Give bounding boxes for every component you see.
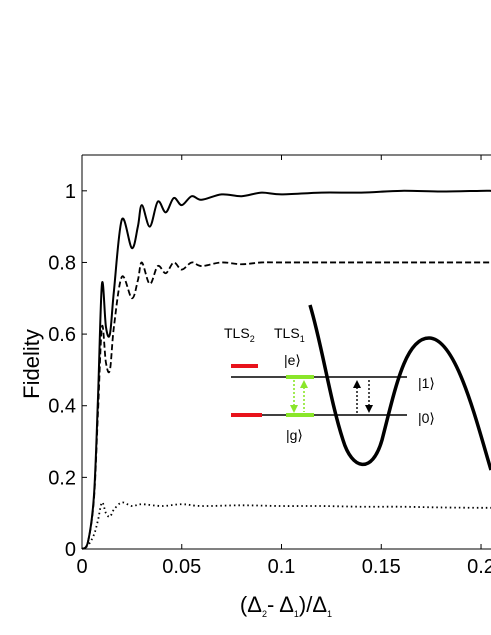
green-arrow-up-head <box>300 380 308 388</box>
x-tick-label: 0.1 <box>268 556 296 578</box>
series-line-solid <box>81 189 491 550</box>
series-line-dashed <box>81 261 491 550</box>
y-axis-label: Fidelity <box>19 329 44 399</box>
x-tick-label: 0.05 <box>162 556 201 578</box>
y-tick-label: 0.8 <box>48 252 76 274</box>
y-tick-label: 1 <box>65 181 76 203</box>
axis-ticks: 0 0.05 0.1 0.15 0.2 0 0.2 0.4 0.6 0.8 1 <box>48 155 491 578</box>
state-g-label: |g⟩ <box>286 427 303 443</box>
green-arrow-down-head <box>290 405 298 413</box>
y-tick-label: 0.6 <box>48 324 76 346</box>
tls1-label: TLS1 <box>274 325 305 344</box>
series-layer <box>81 189 491 550</box>
x-label-part-c: )/Δ <box>299 592 327 617</box>
x-label-sub-c: 1 <box>327 609 332 619</box>
state-e-label: |e⟩ <box>284 352 301 368</box>
x-tick-label: 0.15 <box>362 556 401 578</box>
state-0-label: |0⟩ <box>418 410 435 426</box>
plot-frame <box>81 154 491 550</box>
y-tick-label: 0 <box>65 539 76 561</box>
inset-diagram: TLS2 TLS1 |e⟩ |g⟩ |1⟩ |0⟩ <box>224 304 491 471</box>
x-label-sub-b: 1 <box>294 609 299 619</box>
potential-well-curve <box>308 304 491 471</box>
state-1-label: |1⟩ <box>418 375 435 391</box>
y-tick-label: 0.2 <box>48 467 76 489</box>
black-arrow-down-head <box>365 405 373 413</box>
black-arrow-up-head <box>353 380 361 388</box>
x-label-sub-a: 2 <box>262 609 267 619</box>
x-axis-label: (Δ2- Δ1)/Δ1 <box>240 592 332 619</box>
x-label-part-a: (Δ <box>240 592 262 617</box>
tls2-label: TLS2 <box>224 325 255 344</box>
y-tick-label: 0.4 <box>48 396 76 418</box>
x-tick-label: 0.2 <box>467 556 491 578</box>
x-tick-label: 0 <box>76 556 87 578</box>
x-label-part-b: - Δ <box>267 592 294 617</box>
